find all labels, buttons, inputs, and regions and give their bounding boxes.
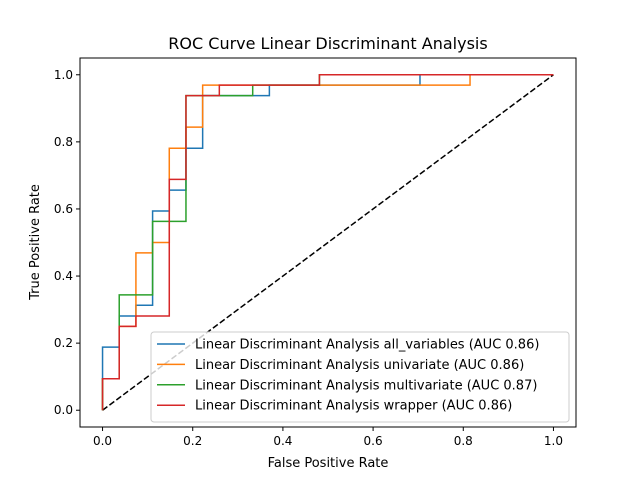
y-tick-label: 0.0 — [54, 403, 73, 417]
legend-label-1: Linear Discriminant Analysis univariate … — [195, 358, 524, 373]
plot-frame — [79, 57, 577, 428]
legend-label-2: Linear Discriminant Analysis multivariat… — [195, 378, 537, 393]
y-tick-label: 0.4 — [54, 269, 73, 283]
y-tick-label: 0.6 — [54, 202, 73, 216]
y-tick-label: 0.8 — [54, 135, 73, 149]
x-tick-label: 0.0 — [93, 434, 112, 448]
x-tick-label: 0.4 — [273, 434, 292, 448]
y-tick-label: 0.2 — [54, 336, 73, 350]
x-tick-label: 0.8 — [454, 434, 473, 448]
legend-label-0: Linear Discriminant Analysis all_variabl… — [195, 338, 539, 353]
x-axis-label: False Positive Rate — [268, 456, 389, 471]
plot-area — [101, 74, 554, 411]
legend: Linear Discriminant Analysis all_variabl… — [150, 331, 570, 423]
y-axis-label: True Positive Rate — [28, 184, 43, 301]
chance-diagonal-line — [102, 74, 554, 411]
chart-title: ROC Curve Linear Discriminant Analysis — [168, 34, 487, 53]
x-tick-label: 0.2 — [183, 434, 202, 448]
y-tick-label: 1.0 — [54, 68, 73, 82]
x-tick-label: 1.0 — [544, 434, 563, 448]
x-tick-label: 0.6 — [364, 434, 383, 448]
legend-label-3: Linear Discriminant Analysis wrapper (AU… — [195, 399, 512, 414]
legend-box — [150, 331, 570, 423]
roc-series-3-line — [101, 74, 554, 411]
axis-ticks: 0.0 0.2 0.4 0.6 0.8 1.0 0.0 0.2 0.4 0.6 0.8 1.0 — [54, 68, 563, 448]
